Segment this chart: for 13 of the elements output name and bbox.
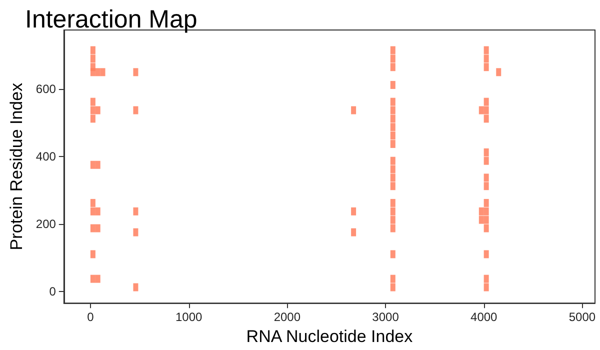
- y-tick-label: 400: [36, 149, 56, 164]
- x-tick-label: 1000: [175, 310, 202, 324]
- x-tick-label: 5000: [568, 310, 596, 324]
- y-axis-title: Protein Residue Index: [7, 82, 26, 250]
- x-tick-label: 4000: [470, 310, 498, 324]
- x-axis-title: RNA Nucleotide Index: [246, 327, 414, 346]
- y-tick-label: 200: [36, 216, 56, 231]
- x-tick-label: 0: [87, 310, 94, 324]
- y-tick-label: 0: [49, 284, 56, 298]
- chart-title: Interaction Map: [25, 6, 198, 34]
- y-tick-label: 600: [36, 82, 56, 96]
- x-tick-label: 3000: [372, 310, 400, 324]
- x-tick-label: 2000: [274, 310, 301, 324]
